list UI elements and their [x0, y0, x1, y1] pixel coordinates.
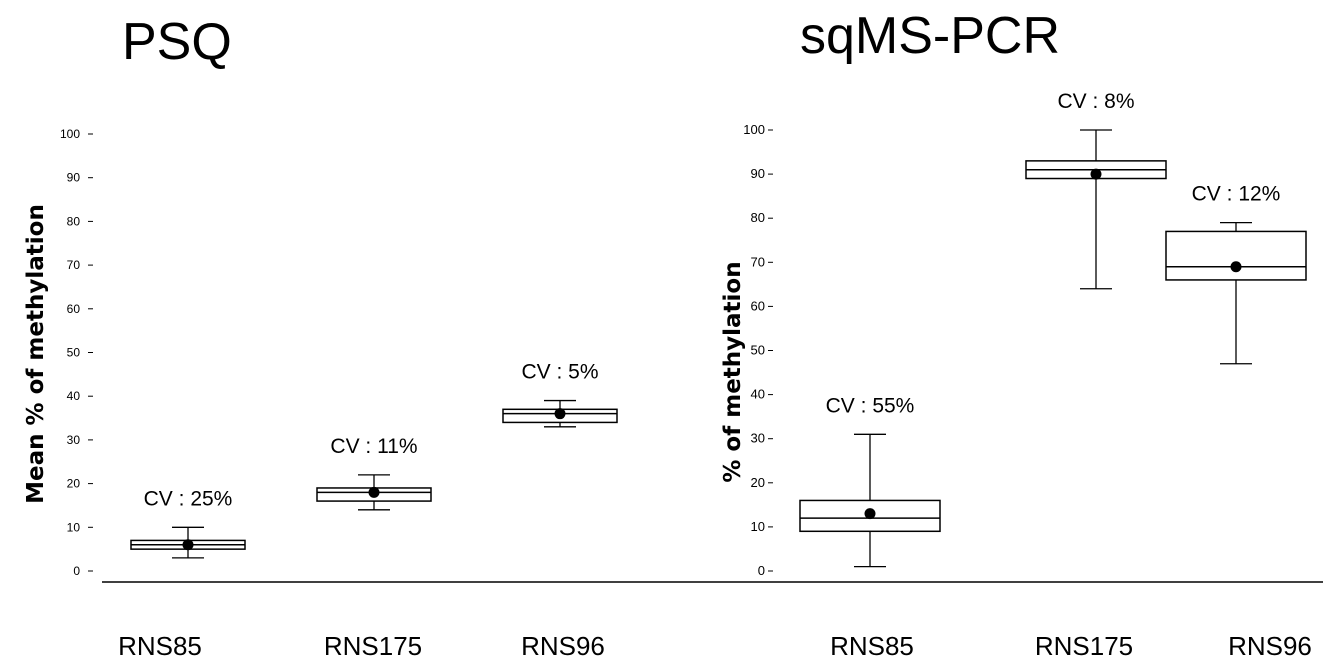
y-tick-label: 10 — [751, 519, 765, 534]
y-tick-label: 80 — [67, 214, 81, 228]
y-tick-label: 90 — [67, 171, 81, 185]
cv-annotation: CV : 5% — [521, 361, 598, 384]
y-tick-label: 70 — [751, 254, 765, 269]
y-tick-label: 20 — [751, 475, 765, 490]
y-tick-label: 30 — [751, 431, 765, 446]
cv-annotation: CV : 12% — [1192, 183, 1281, 206]
cv-annotation: CV : 55% — [826, 394, 915, 417]
y-tick-label: 40 — [751, 387, 765, 402]
chart-title-psq: PSQ — [122, 13, 232, 71]
y-tick-label: 0 — [758, 563, 765, 578]
y-tick-label: 50 — [751, 343, 765, 358]
y-tick-label: 40 — [67, 389, 81, 403]
cv-annotation: CV : 8% — [1057, 90, 1134, 113]
y-tick-label: 90 — [751, 166, 765, 181]
mean-point — [554, 408, 566, 420]
y-tick-label: 10 — [67, 520, 81, 534]
y-tick-label: 70 — [67, 258, 81, 272]
mean-point — [368, 486, 380, 498]
y-tick-label: 30 — [67, 433, 81, 447]
y-tick-label: 0 — [73, 564, 80, 578]
mean-point — [1090, 168, 1102, 180]
y-tick-label: 80 — [751, 210, 765, 225]
box — [1165, 230, 1307, 281]
y-tick-label: 60 — [751, 298, 765, 313]
chart-title-sqms-pcr: sqMS-PCR — [800, 7, 1061, 65]
y-tick-label: 50 — [67, 346, 81, 360]
mean-point — [182, 539, 194, 551]
cv-annotation: CV : 25% — [144, 487, 233, 510]
mean-point — [864, 508, 876, 520]
mean-point — [1230, 261, 1242, 273]
cv-annotation: CV : 11% — [330, 435, 417, 458]
y-tick-label: 60 — [67, 302, 81, 316]
y-tick-label: 100 — [60, 127, 80, 141]
y-tick-label: 100 — [743, 122, 765, 137]
y-tick-label: 20 — [67, 477, 81, 491]
